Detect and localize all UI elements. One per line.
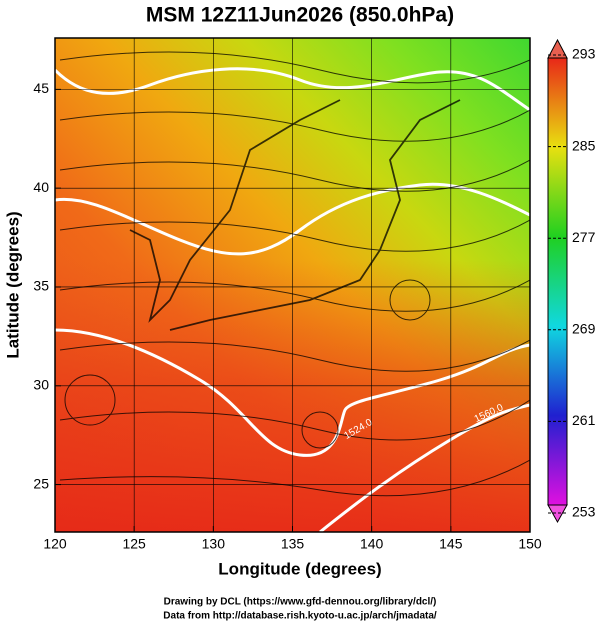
colorbar-tick-label: 253 (572, 504, 596, 520)
x-tick-label: 125 (122, 536, 146, 552)
colorbar-tick-label: 293 (572, 46, 596, 62)
x-tick-label: 130 (202, 536, 226, 552)
y-tick-label: 30 (33, 376, 49, 392)
x-tick-label: 135 (281, 536, 305, 552)
colorbar (547, 57, 568, 506)
y-tick-label: 25 (33, 475, 49, 491)
colorbar-tick-label: 277 (572, 229, 596, 245)
colorbar-under (547, 504, 568, 524)
y-tick-label: 45 (33, 80, 49, 96)
x-tick-label: 150 (518, 536, 542, 552)
colorbar-tick-label: 261 (572, 412, 596, 428)
credit: Data from http://database.rish.kyoto-u.a… (163, 611, 437, 622)
y-tick-label: 35 (33, 278, 49, 294)
colorbar-over (547, 38, 568, 59)
credit: Drawing by DCL (https://www.gfd-dennou.o… (164, 597, 437, 608)
streamlines (59, 51, 530, 497)
x-axis-label: Longitude (degrees) (218, 559, 381, 578)
x-tick-label: 120 (43, 536, 67, 552)
colorbar-tick-label: 285 (572, 137, 596, 153)
y-axis-label: Latitude (degrees) (3, 211, 22, 358)
y-tick-label: 40 (33, 179, 49, 195)
x-tick-label: 145 (439, 536, 463, 552)
x-tick-label: 140 (360, 536, 384, 552)
map-title: MSM 12Z11Jun2026 (850.0hPa) (146, 4, 454, 27)
colorbar-tick-label: 269 (572, 321, 596, 337)
